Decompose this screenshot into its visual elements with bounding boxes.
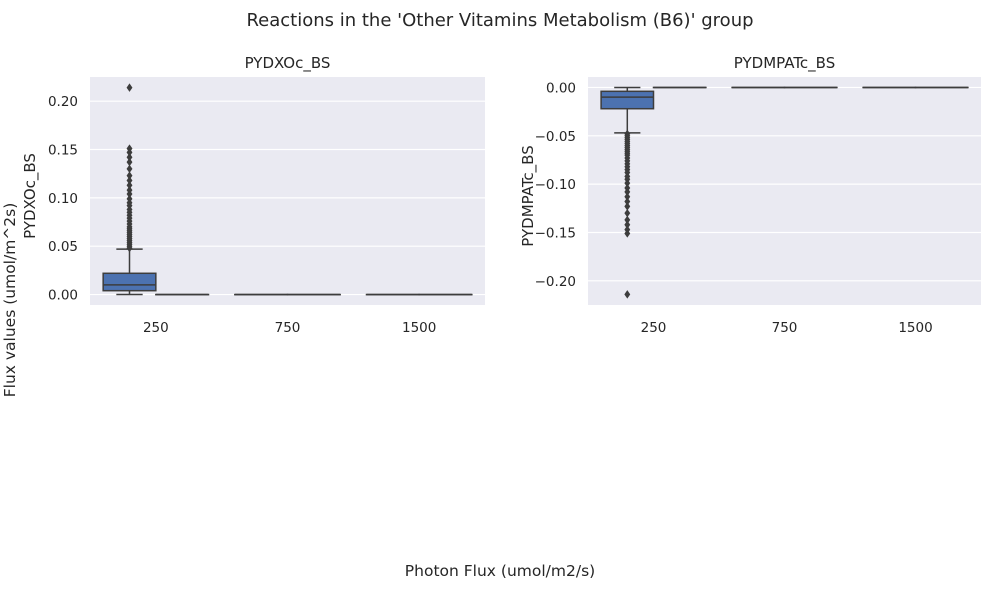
x-tick-label: 750	[275, 320, 301, 336]
x-tick-label: 1500	[402, 320, 436, 336]
x-tick-label: 250	[641, 320, 667, 336]
plot-background	[588, 77, 981, 305]
plot-background	[90, 77, 485, 305]
y-tick-label: 0.20	[48, 94, 78, 110]
y-axis-label: PYDMPATc_BS	[519, 145, 538, 246]
figure-title: Reactions in the 'Other Vitamins Metabol…	[246, 10, 753, 31]
y-tick-label: 0.00	[48, 288, 78, 304]
chart-panel-left: 0.00 0.05 0.10 0.15 0.20 250 750 1500 PYDXOc_BS P…	[21, 54, 485, 336]
x-tick-label: 250	[143, 320, 169, 336]
panels: 0.00 0.05 0.10 0.15 0.20 250 750 1500 PYDXOc_BS P…	[21, 54, 981, 336]
y-tick-label: 0.00	[546, 80, 576, 96]
box	[103, 273, 156, 290]
chart-panel-right: 0.00 −0.05 −0.10 −0.15 −0.20 250 750 1500 PYDMPA…	[519, 54, 981, 336]
y-tick-label: 0.05	[48, 239, 78, 255]
y-axis-label: PYDXOc_BS	[21, 153, 40, 239]
y-tick-label: −0.10	[535, 177, 576, 193]
y-tick-label: −0.20	[535, 274, 576, 290]
y-tick-label: −0.05	[535, 129, 576, 145]
y-tick-label: 0.15	[48, 143, 78, 159]
box	[601, 91, 653, 108]
x-tick-label: 1500	[898, 320, 932, 336]
panel-title: PYDXOc_BS	[245, 54, 331, 73]
panel-title: PYDMPATc_BS	[734, 54, 835, 73]
y-tick-label: −0.15	[535, 225, 576, 241]
x-tick-label: 750	[772, 320, 798, 336]
figure-y-label: Flux values (umol/m^2s)	[1, 203, 19, 398]
figure-x-label: Photon Flux (umol/m2/s)	[405, 562, 595, 580]
y-tick-label: 0.10	[48, 191, 78, 207]
